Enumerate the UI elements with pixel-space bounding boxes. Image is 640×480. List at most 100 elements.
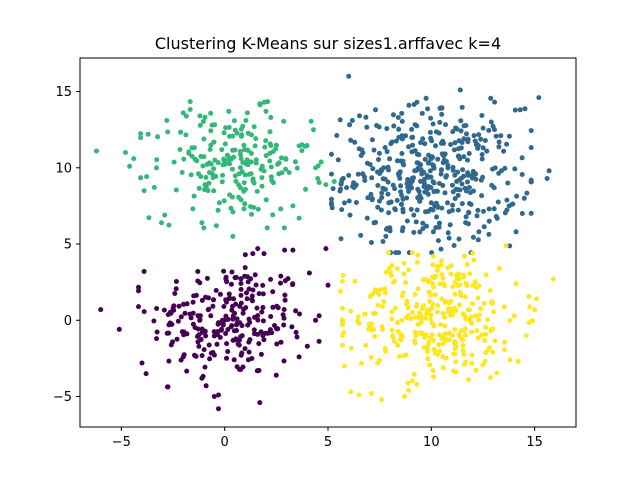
data-point: [392, 207, 398, 213]
data-point: [265, 99, 271, 105]
data-point: [238, 197, 244, 203]
data-point: [439, 111, 445, 117]
data-point: [389, 316, 395, 322]
data-point: [519, 172, 525, 177]
data-point: [376, 124, 382, 130]
data-point: [490, 349, 496, 355]
data-point: [138, 175, 144, 181]
x-tick-label: 10: [423, 435, 440, 450]
data-point: [349, 118, 355, 123]
data-point: [482, 138, 488, 143]
data-point: [383, 233, 389, 239]
data-point: [474, 213, 480, 219]
data-point: [438, 171, 444, 177]
data-point: [356, 320, 362, 326]
data-point: [180, 354, 186, 360]
data-point: [296, 354, 302, 360]
data-point: [395, 342, 401, 348]
data-point: [368, 191, 374, 197]
data-point: [143, 371, 149, 377]
data-point: [227, 192, 233, 198]
data-point: [467, 201, 472, 206]
data-point: [166, 358, 172, 364]
data-point: [232, 173, 238, 179]
data-point: [208, 142, 214, 148]
data-point: [465, 157, 470, 163]
data-point: [470, 234, 476, 240]
data-point: [268, 314, 274, 319]
data-point: [475, 143, 481, 149]
data-point: [183, 132, 189, 138]
data-point: [226, 296, 232, 301]
data-point: [461, 274, 467, 280]
data-point: [188, 315, 194, 321]
data-point: [437, 281, 443, 287]
data-point: [429, 332, 435, 338]
data-point: [299, 148, 305, 154]
data-point: [375, 302, 381, 308]
data-point: [490, 326, 496, 332]
data-point: [423, 95, 429, 101]
data-point: [483, 331, 489, 337]
data-point: [430, 368, 436, 373]
data-point: [224, 355, 229, 361]
data-point: [445, 200, 450, 206]
data-point: [197, 317, 203, 323]
data-point: [306, 270, 312, 276]
data-point: [431, 323, 437, 329]
data-point: [378, 167, 384, 173]
data-point: [412, 340, 418, 346]
data-point: [430, 162, 436, 168]
data-point: [245, 130, 251, 136]
data-point: [497, 265, 502, 271]
data-point: [196, 185, 202, 191]
data-point: [369, 291, 375, 297]
data-point: [238, 185, 243, 191]
data-point: [172, 291, 178, 296]
data-point: [259, 309, 265, 315]
data-point: [191, 193, 197, 199]
data-point: [439, 205, 445, 211]
data-point: [263, 138, 269, 144]
data-point: [186, 150, 192, 156]
data-point: [437, 119, 443, 125]
data-point: [471, 133, 477, 139]
data-point: [410, 309, 415, 315]
data-point: [170, 305, 176, 311]
data-point: [220, 172, 225, 178]
data-point: [461, 253, 467, 259]
data-point: [221, 157, 227, 163]
data-point: [455, 169, 461, 175]
data-point: [369, 327, 375, 333]
data-point: [190, 321, 196, 327]
data-point: [365, 195, 371, 201]
data-point: [440, 275, 446, 281]
data-point: [253, 136, 259, 142]
data-point: [479, 113, 485, 118]
data-point: [293, 329, 299, 335]
data-point: [399, 293, 405, 299]
data-point: [360, 150, 366, 156]
data-point: [270, 212, 276, 218]
data-point: [380, 185, 386, 191]
data-point: [210, 350, 216, 355]
data-point: [232, 127, 238, 133]
data-point: [380, 327, 385, 333]
data-point: [131, 156, 137, 162]
data-point: [550, 276, 556, 282]
data-point: [510, 201, 516, 207]
data-point: [263, 108, 269, 114]
data-point: [431, 284, 437, 290]
data-point: [450, 189, 456, 195]
data-point: [507, 318, 513, 323]
data-point: [364, 215, 370, 221]
data-point: [455, 192, 461, 198]
data-point: [460, 343, 466, 348]
data-point: [190, 299, 196, 305]
x-tick-label: −5: [112, 435, 131, 450]
data-point: [236, 342, 242, 348]
data-point: [268, 164, 274, 170]
data-point: [275, 305, 281, 311]
data-point: [401, 271, 407, 277]
data-point: [394, 266, 400, 272]
